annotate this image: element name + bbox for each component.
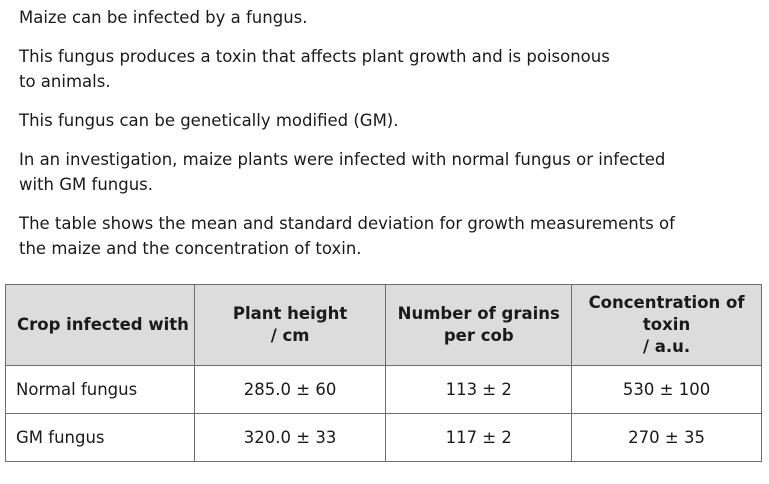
table-description-paragraph: The table shows the mean and standard de… [19, 214, 675, 258]
grains-per-cob-value: 117 ± 2 [385, 413, 573, 462]
grains-per-cob-value: 113 ± 2 [385, 365, 573, 414]
plant-height-value: 320.0 ± 33 [193, 413, 387, 462]
investigation-paragraph: In an investigation, maize plants were i… [19, 150, 666, 194]
toxin-concentration-value: 530 ± 100 [571, 365, 762, 414]
table-header-row: Crop infected with Plant height / cm Num… [5, 284, 762, 366]
gm-paragraph: This fungus can be genetically modified … [19, 111, 399, 130]
table-row: GM fungus 320.0 ± 33 117 ± 2 270 ± 35 [5, 413, 762, 462]
header-plant-height: Plant height / cm [193, 284, 387, 366]
header-number-of-grains: Number of grains per cob [385, 284, 573, 366]
table-row: Normal fungus 285.0 ± 60 113 ± 2 530 ± 1… [5, 365, 762, 414]
row-label: GM fungus [5, 413, 195, 462]
header-toxin-concentration: Concentration of toxin / a.u. [571, 284, 762, 366]
row-label: Normal fungus [5, 365, 195, 414]
plant-height-value: 285.0 ± 60 [193, 365, 387, 414]
toxin-concentration-value: 270 ± 35 [571, 413, 762, 462]
intro-paragraph: Maize can be infected by a fungus. [19, 8, 308, 27]
header-crop-infected-with: Crop infected with [5, 284, 195, 366]
results-table: Crop infected with Plant height / cm Num… [5, 284, 762, 462]
toxin-paragraph: This fungus produces a toxin that affect… [19, 47, 610, 91]
